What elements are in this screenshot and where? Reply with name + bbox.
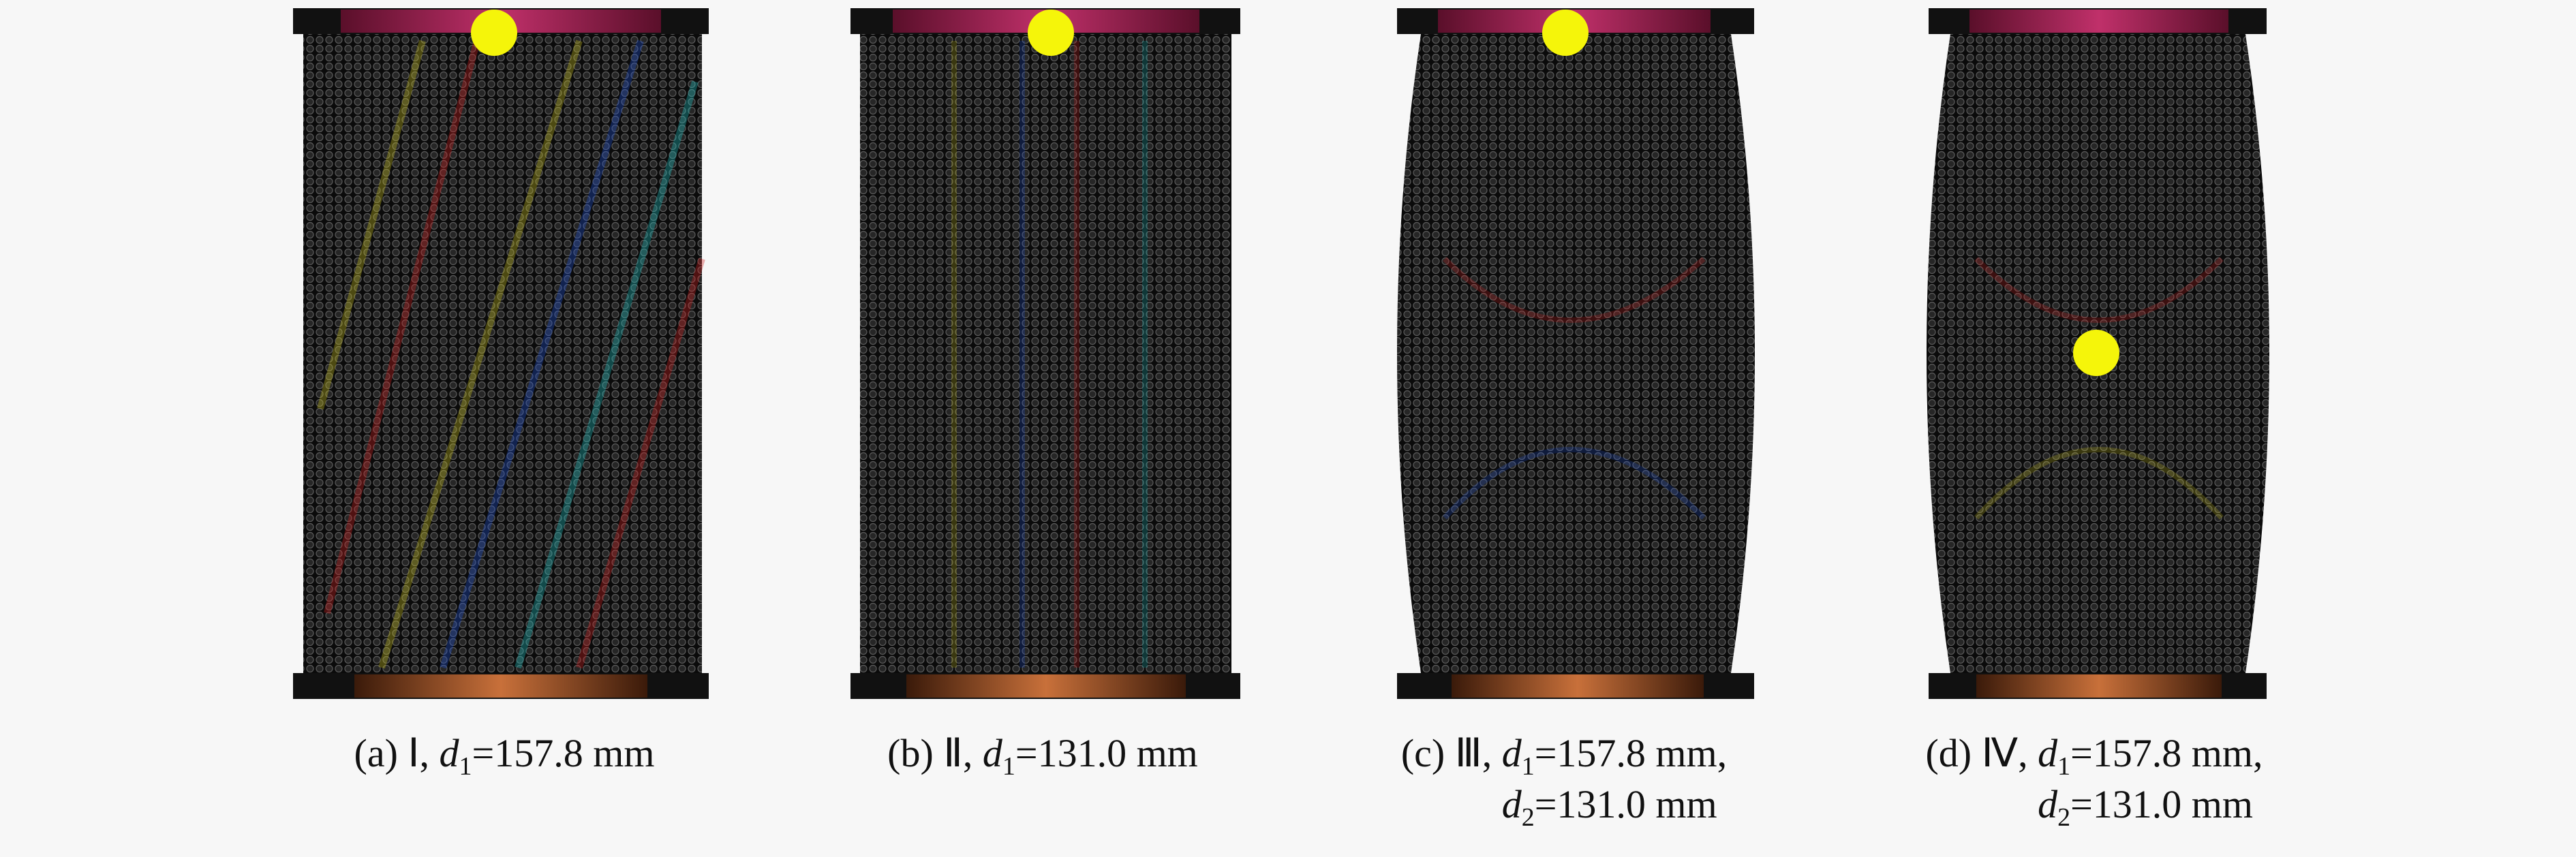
caption-line: d2=131.0 mm bbox=[1502, 782, 1717, 832]
caption-line: (a) Ⅰ, d1=157.8 mm bbox=[354, 731, 655, 781]
caption-text: 1 bbox=[1522, 752, 1535, 781]
caption-text: =131.0 mm bbox=[2070, 782, 2253, 826]
specimen-b bbox=[850, 8, 1240, 699]
caption-line: (d) Ⅳ, d1=157.8 mm, bbox=[1925, 731, 2263, 781]
caption-text: (a) Ⅰ, bbox=[354, 731, 440, 775]
caption-text: =131.0 mm bbox=[1015, 731, 1198, 775]
caption-text: d bbox=[1502, 782, 1522, 826]
specimen-a bbox=[293, 8, 709, 699]
caption-text: 1 bbox=[1002, 752, 1015, 781]
caption-text: 1 bbox=[2057, 752, 2070, 781]
caption-line: (c) Ⅲ, d1=157.8 mm, bbox=[1401, 731, 1727, 781]
caption-text: d bbox=[983, 731, 1003, 775]
caption-text: =157.8 mm bbox=[472, 731, 655, 775]
specimen-c bbox=[1397, 8, 1755, 699]
caption-text: 2 bbox=[1522, 803, 1535, 832]
caption-line: d2=131.0 mm bbox=[2038, 782, 2253, 832]
caption-line: (b) Ⅱ, d1=131.0 mm bbox=[887, 731, 1198, 781]
caption-text: d bbox=[440, 731, 460, 775]
caption-text: (b) Ⅱ, bbox=[887, 731, 983, 775]
caption-text: d bbox=[1502, 731, 1522, 775]
caption-text: d bbox=[2038, 731, 2058, 775]
caption-text: 1 bbox=[459, 752, 472, 781]
caption-text: (d) Ⅳ, bbox=[1925, 731, 2038, 775]
caption-text: 2 bbox=[2057, 803, 2070, 832]
specimen-d bbox=[1927, 8, 2269, 699]
caption-text: =131.0 mm bbox=[1535, 782, 1717, 826]
caption-text: =157.8 mm, bbox=[1535, 731, 1727, 775]
caption-text: =157.8 mm, bbox=[2070, 731, 2263, 775]
caption-text: (c) Ⅲ, bbox=[1401, 731, 1502, 775]
caption-text: d bbox=[2038, 782, 2058, 826]
